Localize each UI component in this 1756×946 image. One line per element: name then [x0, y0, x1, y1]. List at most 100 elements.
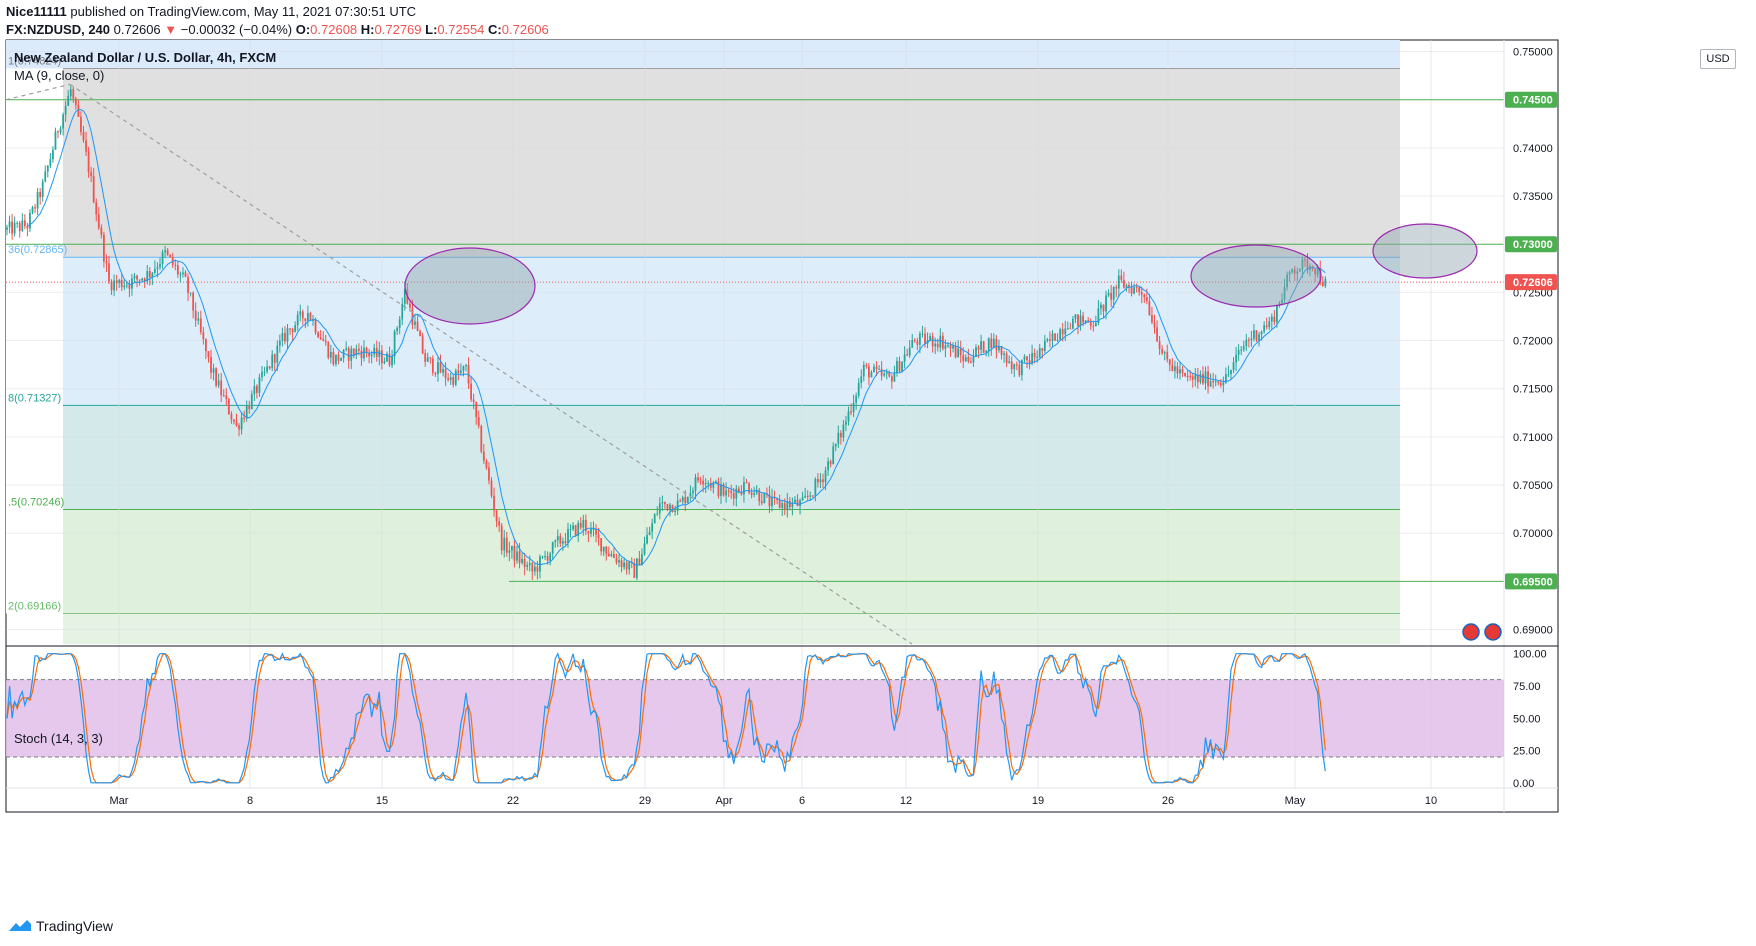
- candle-body: [97, 214, 100, 228]
- candle-body: [118, 279, 121, 283]
- candle-body: [1115, 286, 1118, 289]
- price-tick-label: 0.75000: [1513, 47, 1553, 59]
- candle-body: [95, 202, 98, 215]
- candle-body: [921, 333, 924, 335]
- candle-body: [1077, 314, 1079, 327]
- time-tick-label: 8: [247, 795, 253, 807]
- candle-body: [36, 191, 39, 209]
- price-tick-label: 0.74000: [1513, 143, 1553, 155]
- candle-body: [495, 510, 498, 522]
- candle-body: [870, 372, 873, 378]
- candle-body: [669, 504, 671, 511]
- candle-body: [839, 432, 842, 438]
- candle-body: [995, 338, 998, 351]
- candle-body: [1107, 293, 1110, 296]
- candle-body: [500, 525, 503, 551]
- candle-body: [717, 481, 720, 496]
- candle-body: [281, 333, 284, 341]
- tradingview-logo-icon: [9, 920, 31, 931]
- candle-body: [388, 353, 391, 366]
- candle-body: [972, 356, 975, 363]
- price-tick-label: 0.71500: [1513, 384, 1553, 396]
- candle-body: [123, 285, 126, 288]
- candle-body: [822, 479, 824, 483]
- candle-body: [23, 220, 26, 227]
- candle-body: [929, 336, 931, 340]
- price-tag-bg: [1505, 91, 1557, 108]
- candle-body: [771, 497, 773, 507]
- candle-body: [176, 265, 179, 275]
- candle-body: [164, 250, 166, 253]
- candle-body: [890, 376, 893, 382]
- time-tick-label: 29: [639, 795, 651, 807]
- candle-body: [90, 171, 93, 177]
- candle-body: [1263, 325, 1266, 332]
- currency-label[interactable]: USD: [1700, 49, 1736, 69]
- candle-body: [664, 501, 666, 505]
- candle-body: [763, 493, 766, 504]
- candle-body: [1133, 287, 1135, 294]
- candle-body: [1268, 321, 1271, 328]
- candle-body: [1000, 346, 1003, 355]
- candle-body: [1316, 268, 1319, 275]
- candle-body: [582, 519, 585, 528]
- candle-body: [610, 554, 613, 556]
- candle-body: [419, 330, 421, 337]
- candle-body: [829, 461, 832, 465]
- stoch-indicator-title[interactable]: Stoch (14, 3, 3): [14, 731, 103, 746]
- candle-body: [380, 350, 383, 364]
- candle-body: [454, 370, 457, 385]
- candle-body: [1082, 315, 1084, 323]
- trendline-up: [5, 83, 71, 101]
- candle-body: [337, 354, 340, 361]
- candle-body: [1189, 376, 1192, 378]
- candle-body: [1258, 334, 1260, 341]
- candle-body: [1212, 381, 1215, 383]
- candle-body: [1306, 259, 1309, 270]
- candle-body: [1079, 315, 1082, 327]
- candle-body: [398, 319, 401, 328]
- candle-body: [113, 280, 115, 291]
- candle-body: [1296, 271, 1299, 274]
- candle-body: [57, 131, 59, 133]
- candle-body: [1196, 374, 1199, 383]
- candle-body: [207, 351, 210, 358]
- candle-body: [378, 350, 381, 357]
- candle-body: [1140, 292, 1143, 295]
- candle-body: [1041, 348, 1044, 351]
- candle-body: [222, 395, 225, 397]
- candle-body: [1232, 362, 1235, 371]
- candle-body: [235, 421, 238, 426]
- candle-body: [702, 480, 705, 485]
- candle-body: [503, 537, 506, 551]
- candle-body: [1186, 376, 1189, 378]
- candle-body: [656, 513, 659, 515]
- candle-body: [1158, 341, 1161, 349]
- candle-body: [238, 425, 240, 430]
- candle-body: [911, 339, 914, 348]
- candle-body: [146, 271, 149, 282]
- candle-body: [605, 546, 608, 554]
- high-value: 0.72769: [374, 22, 422, 37]
- candle-body: [1230, 370, 1232, 375]
- candle-body: [919, 333, 921, 345]
- fib-label-3: .5(0.70246): [8, 497, 64, 509]
- candle-body: [1031, 352, 1033, 364]
- candle-body: [240, 417, 243, 430]
- candle-body: [727, 490, 730, 492]
- candle-body: [648, 531, 651, 536]
- candle-body: [194, 310, 197, 321]
- candle-body: [120, 279, 123, 288]
- candle-body: [1194, 374, 1197, 380]
- candle-body: [1163, 352, 1166, 354]
- candle-body: [957, 348, 960, 358]
- candle-body: [284, 333, 286, 342]
- ma-indicator-title[interactable]: MA (9, close, 0): [14, 68, 105, 83]
- close-value: 0.72606: [501, 22, 549, 37]
- candle-body: [1171, 364, 1174, 372]
- candle-body: [860, 376, 863, 384]
- candle-body: [245, 405, 248, 419]
- candle-body: [18, 222, 21, 231]
- tradingview-brand[interactable]: TradingView: [8, 918, 113, 934]
